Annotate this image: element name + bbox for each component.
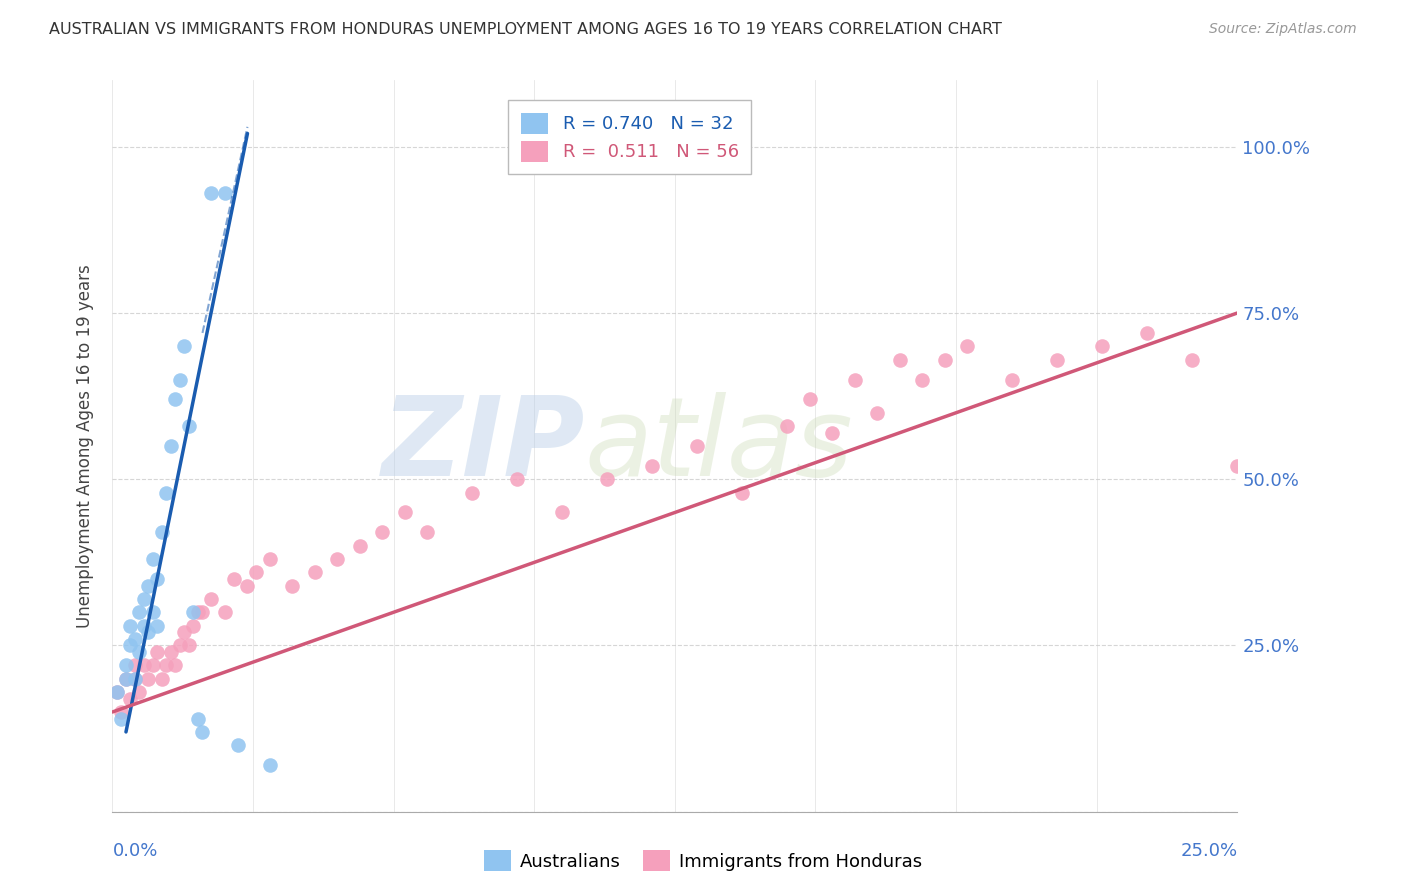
Point bbox=[304, 566, 326, 580]
Point bbox=[142, 605, 165, 619]
Point bbox=[146, 618, 169, 632]
Point bbox=[200, 186, 222, 201]
Point bbox=[245, 566, 267, 580]
Text: 0.0%: 0.0% bbox=[112, 842, 157, 860]
Point bbox=[105, 685, 128, 699]
Point bbox=[1181, 352, 1204, 367]
Point bbox=[187, 605, 209, 619]
Point bbox=[110, 712, 132, 726]
Point bbox=[191, 725, 214, 739]
Point bbox=[138, 625, 160, 640]
Point bbox=[183, 605, 205, 619]
Point bbox=[128, 645, 150, 659]
Point bbox=[146, 645, 169, 659]
Point bbox=[214, 605, 236, 619]
Point bbox=[132, 618, 155, 632]
Point bbox=[124, 672, 146, 686]
Text: 25.0%: 25.0% bbox=[1180, 842, 1237, 860]
Point bbox=[155, 658, 177, 673]
Point bbox=[799, 392, 821, 407]
Point bbox=[183, 618, 205, 632]
Point bbox=[551, 506, 574, 520]
Text: ZIP: ZIP bbox=[381, 392, 585, 500]
Point bbox=[506, 472, 529, 486]
Point bbox=[124, 632, 146, 646]
Point bbox=[146, 572, 169, 586]
Point bbox=[1046, 352, 1069, 367]
Point bbox=[934, 352, 956, 367]
Point bbox=[1091, 339, 1114, 353]
Point bbox=[844, 372, 866, 386]
Point bbox=[416, 525, 439, 540]
Point bbox=[461, 485, 484, 500]
Point bbox=[165, 392, 187, 407]
Point bbox=[956, 339, 979, 353]
Point bbox=[120, 639, 142, 653]
Text: AUSTRALIAN VS IMMIGRANTS FROM HONDURAS UNEMPLOYMENT AMONG AGES 16 TO 19 YEARS CO: AUSTRALIAN VS IMMIGRANTS FROM HONDURAS U… bbox=[49, 22, 1002, 37]
Point bbox=[641, 458, 664, 473]
Point bbox=[776, 419, 799, 434]
Point bbox=[222, 572, 245, 586]
Point bbox=[200, 591, 222, 606]
Point bbox=[110, 705, 132, 719]
Point bbox=[371, 525, 394, 540]
Point bbox=[394, 506, 416, 520]
Point bbox=[124, 658, 146, 673]
Point bbox=[1226, 458, 1249, 473]
Point bbox=[120, 618, 142, 632]
Point bbox=[150, 672, 173, 686]
Point bbox=[187, 712, 209, 726]
Point bbox=[132, 591, 155, 606]
Point bbox=[1136, 326, 1159, 340]
Point bbox=[173, 339, 195, 353]
Point bbox=[138, 579, 160, 593]
Point bbox=[128, 605, 150, 619]
Point bbox=[686, 439, 709, 453]
Point bbox=[214, 186, 236, 201]
Point bbox=[142, 552, 165, 566]
Point bbox=[138, 672, 160, 686]
Point bbox=[155, 485, 177, 500]
Point bbox=[142, 658, 165, 673]
Point bbox=[169, 639, 191, 653]
Point bbox=[169, 372, 191, 386]
Point bbox=[911, 372, 934, 386]
Point bbox=[326, 552, 349, 566]
Legend: R = 0.740   N = 32, R =  0.511   N = 56: R = 0.740 N = 32, R = 0.511 N = 56 bbox=[509, 100, 751, 175]
Point bbox=[173, 625, 195, 640]
Point bbox=[150, 525, 173, 540]
Point bbox=[596, 472, 619, 486]
Point bbox=[191, 605, 214, 619]
Point bbox=[866, 406, 889, 420]
Point bbox=[889, 352, 911, 367]
Y-axis label: Unemployment Among Ages 16 to 19 years: Unemployment Among Ages 16 to 19 years bbox=[76, 264, 94, 628]
Point bbox=[120, 691, 142, 706]
Point bbox=[259, 758, 281, 772]
Point bbox=[124, 672, 146, 686]
Point bbox=[177, 639, 200, 653]
Point bbox=[731, 485, 754, 500]
Point bbox=[259, 552, 281, 566]
Point bbox=[115, 672, 138, 686]
Point bbox=[128, 685, 150, 699]
Text: Source: ZipAtlas.com: Source: ZipAtlas.com bbox=[1209, 22, 1357, 37]
Point bbox=[228, 738, 250, 752]
Point bbox=[115, 672, 138, 686]
Point bbox=[160, 645, 183, 659]
Point bbox=[349, 539, 371, 553]
Text: atlas: atlas bbox=[585, 392, 853, 500]
Point bbox=[105, 685, 128, 699]
Point bbox=[132, 658, 155, 673]
Point bbox=[177, 419, 200, 434]
Point bbox=[115, 658, 138, 673]
Point bbox=[160, 439, 183, 453]
Point bbox=[821, 425, 844, 440]
Point bbox=[165, 658, 187, 673]
Point bbox=[1001, 372, 1024, 386]
Point bbox=[236, 579, 259, 593]
Legend: Australians, Immigrants from Honduras: Australians, Immigrants from Honduras bbox=[477, 843, 929, 879]
Point bbox=[281, 579, 304, 593]
